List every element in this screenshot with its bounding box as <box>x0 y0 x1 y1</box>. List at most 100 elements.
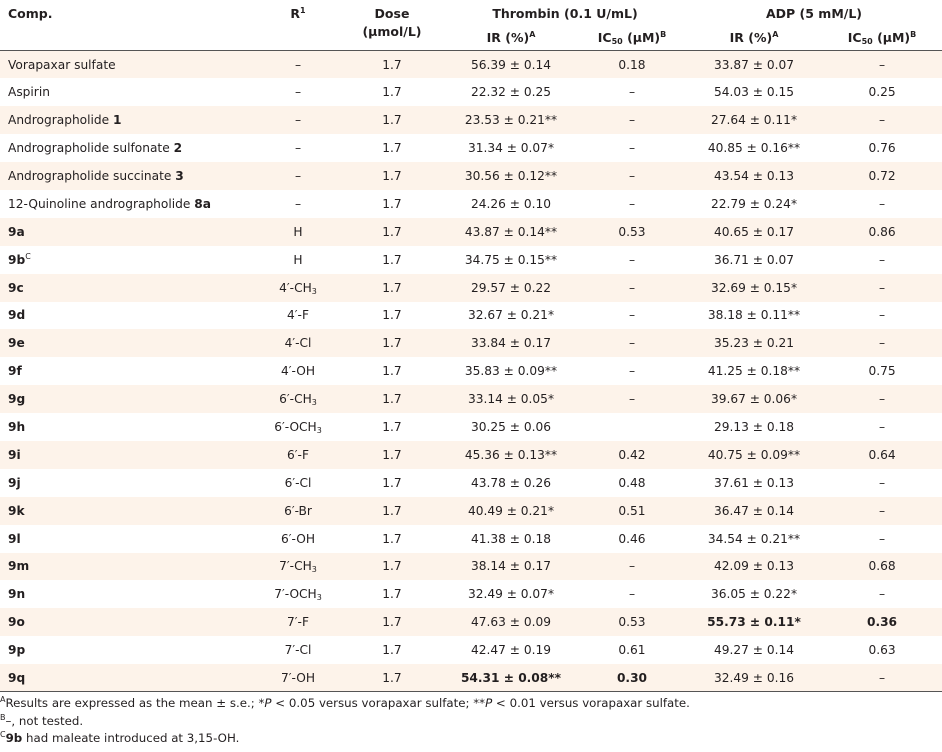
table-header: Comp. R1 Dose (μmol/L) Thrombin (0.1 U/mL… <box>0 0 942 51</box>
cell-thrombin-ir: 31.34 ± 0.07* <box>467 141 555 156</box>
cell-adp-ir: 36.71 ± 0.07 <box>714 252 794 267</box>
cell-thrombin-ir: 40.49 ± 0.21* <box>467 503 555 518</box>
cell-adp-ir: 29.13 ± 0.18 <box>714 420 794 435</box>
cell-adp-ic50: 0.36 <box>866 615 898 630</box>
cell-adp-ir: 42.09 ± 0.13 <box>714 559 794 574</box>
footnote-b: B–, not tested. <box>0 712 84 728</box>
cell-adp-ir: 54.03 ± 0.15 <box>714 85 794 100</box>
cell-adp-ir: 32.69 ± 0.15* <box>710 280 798 295</box>
cell-adp-ic50: – <box>878 531 886 546</box>
cell-compound: Vorapaxar sulfate <box>8 57 116 72</box>
header-thrombin: Thrombin (0.1 U/mL) <box>492 6 638 21</box>
table-row: 9k 6′-Br 1.7 40.49 ± 0.21* 0.51 36.47 ± 0.14 – <box>0 496 942 525</box>
cell-dose: 1.7 <box>382 196 402 211</box>
cell-compound: 9o <box>8 615 25 630</box>
cell-adp-ic50: – <box>878 336 886 351</box>
cell-thrombin-ic50: 0.42 <box>618 447 646 462</box>
cell-r1: 7′-OCH3 <box>274 587 322 603</box>
cell-r1: 7′-Cl <box>284 643 312 658</box>
table-row: 9f 4′-OH 1.7 35.83 ± 0.09** – 41.25 ± 0.18** 0… <box>0 357 942 385</box>
cell-thrombin-ic50 <box>578 413 686 441</box>
cell-thrombin-ir: 30.56 ± 0.12** <box>464 169 558 183</box>
cell-adp-ic50: 0.64 <box>868 447 896 462</box>
table-row: Vorapaxar sulfate – 1.7 56.39 ± 0.14 0.18 33.… <box>0 50 942 79</box>
cell-adp-ir: 34.54 ± 0.21** <box>707 531 801 546</box>
cell-dose: 1.7 <box>382 615 402 630</box>
cell-adp-ic50: – <box>878 392 886 407</box>
cell-thrombin-ir: 41.38 ± 0.18 <box>471 531 551 546</box>
cell-thrombin-ir: 56.39 ± 0.14 <box>471 57 551 72</box>
cell-adp-ir: 41.25 ± 0.18** <box>707 364 801 379</box>
cell-thrombin-ir: 54.31 ± 0.08** <box>460 670 562 685</box>
cell-adp-ir: 36.47 ± 0.14 <box>714 503 794 518</box>
cell-thrombin-ic50: – <box>628 169 636 183</box>
cell-thrombin-ic50: 0.46 <box>618 531 646 546</box>
header-adp-ir: IR (%)A <box>729 30 779 45</box>
cell-dose: 1.7 <box>382 503 402 518</box>
cell-dose: 1.7 <box>382 141 402 156</box>
cell-r1: 6′-CH3 <box>279 392 317 408</box>
table-row: 9c 4′-CH3 1.7 29.57 ± 0.22 – 32.69 ± 0.15* – <box>0 273 942 302</box>
cell-compound: Andrographolide succinate 3 <box>8 169 184 183</box>
cell-compound: 9q <box>8 670 26 685</box>
cell-thrombin-ir: 43.87 ± 0.14** <box>464 224 558 239</box>
cell-thrombin-ic50: – <box>628 587 636 602</box>
cell-thrombin-ir: 34.75 ± 0.15** <box>464 252 558 267</box>
header-dose: Dose (μmol/L) <box>362 6 422 39</box>
cell-thrombin-ic50: – <box>628 364 636 379</box>
cell-compound: Andrographolide sulfonate 2 <box>8 141 183 156</box>
cell-compound: 9k <box>8 503 25 518</box>
cell-thrombin-ir: 45.36 ± 0.13** <box>464 447 558 462</box>
cell-adp-ic50: – <box>878 475 886 490</box>
cell-thrombin-ic50: 0.18 <box>618 57 646 72</box>
cell-thrombin-ir: 35.83 ± 0.09** <box>464 364 558 379</box>
table-row: 9i 6′-F 1.7 45.36 ± 0.13** 0.42 40.75 ± 0.09*… <box>0 440 942 469</box>
table-row: 9n 7′-OCH3 1.7 32.49 ± 0.07* – 36.05 ± 0.22* – <box>0 580 942 608</box>
table-row: 9j 6′-Cl 1.7 43.78 ± 0.26 0.48 37.61 ± 0.13 – <box>0 469 942 497</box>
header-comp: Comp. <box>8 6 53 21</box>
cell-r1: – <box>294 196 302 211</box>
cell-compound: 9j <box>8 475 21 490</box>
cell-r1: 6′-Cl <box>284 475 312 490</box>
cell-dose: 1.7 <box>382 113 402 128</box>
cell-thrombin-ic50: – <box>628 336 636 351</box>
table-row: 12-Quinoline andrographolide 8a – 1.7 24.26… <box>0 190 942 218</box>
table-row: 9d 4′-F 1.7 32.67 ± 0.21* – 38.18 ± 0.11** – <box>0 302 942 330</box>
cell-r1: 7′-F <box>287 615 309 630</box>
cell-thrombin-ic50: 0.53 <box>618 224 646 239</box>
cell-compound: 9n <box>8 587 26 602</box>
footnote-c: C9b had maleate introduced at 3,15-OH. <box>0 730 240 746</box>
cell-compound: 9h <box>8 420 26 435</box>
cell-adp-ic50: – <box>878 503 886 518</box>
cell-dose: 1.7 <box>382 670 402 685</box>
cell-adp-ir: 36.05 ± 0.22* <box>710 587 798 602</box>
cell-adp-ir: 39.67 ± 0.06* <box>710 392 798 407</box>
cell-dose: 1.7 <box>382 447 402 462</box>
cell-compound: Aspirin <box>8 85 50 100</box>
cell-compound: 9p <box>8 643 26 658</box>
cell-dose: 1.7 <box>382 364 402 379</box>
cell-thrombin-ic50: – <box>628 141 636 156</box>
cell-thrombin-ir: 42.47 ± 0.19 <box>471 643 551 658</box>
cell-adp-ir: 33.87 ± 0.07 <box>714 57 794 72</box>
cell-compound: 9d <box>8 308 26 323</box>
cell-adp-ic50: 0.63 <box>868 643 896 658</box>
cell-adp-ic50: – <box>878 252 886 267</box>
cell-thrombin-ir: 23.53 ± 0.21** <box>464 113 558 128</box>
cell-r1: – <box>294 57 302 72</box>
cell-compound: 9bC <box>8 251 31 267</box>
cell-r1: 4′-OH <box>280 364 316 379</box>
cell-dose: 1.7 <box>382 420 402 435</box>
cell-adp-ic50: 0.86 <box>868 224 896 239</box>
cell-thrombin-ic50: – <box>628 559 636 574</box>
table-row: Andrographolide succinate 3 – 1.7 30.56 ± 0… <box>0 162 942 190</box>
cell-thrombin-ic50: – <box>628 280 636 295</box>
cell-adp-ic50: – <box>878 280 886 295</box>
table-row: 9bC H 1.7 34.75 ± 0.15** – 36.71 ± 0.07 – <box>0 246 942 274</box>
cell-adp-ir: 22.79 ± 0.24* <box>710 196 798 211</box>
cell-dose: 1.7 <box>382 475 402 490</box>
cell-compound: 9i <box>8 447 21 462</box>
cell-r1: – <box>294 141 302 156</box>
cell-dose: 1.7 <box>382 587 402 602</box>
